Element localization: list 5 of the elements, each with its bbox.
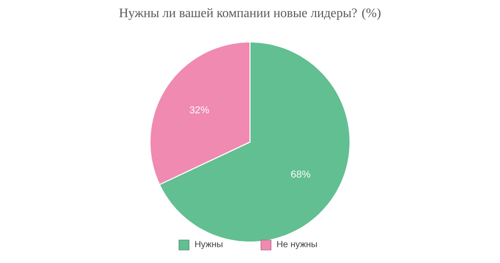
legend-label: Нужны bbox=[195, 240, 222, 250]
legend-label: Не нужны bbox=[277, 240, 317, 250]
data-label: 68% bbox=[291, 170, 310, 178]
chart-title: Нужны ли вашей компании новые лидеры? (%) bbox=[119, 8, 380, 20]
data-label: 32% bbox=[190, 106, 209, 114]
